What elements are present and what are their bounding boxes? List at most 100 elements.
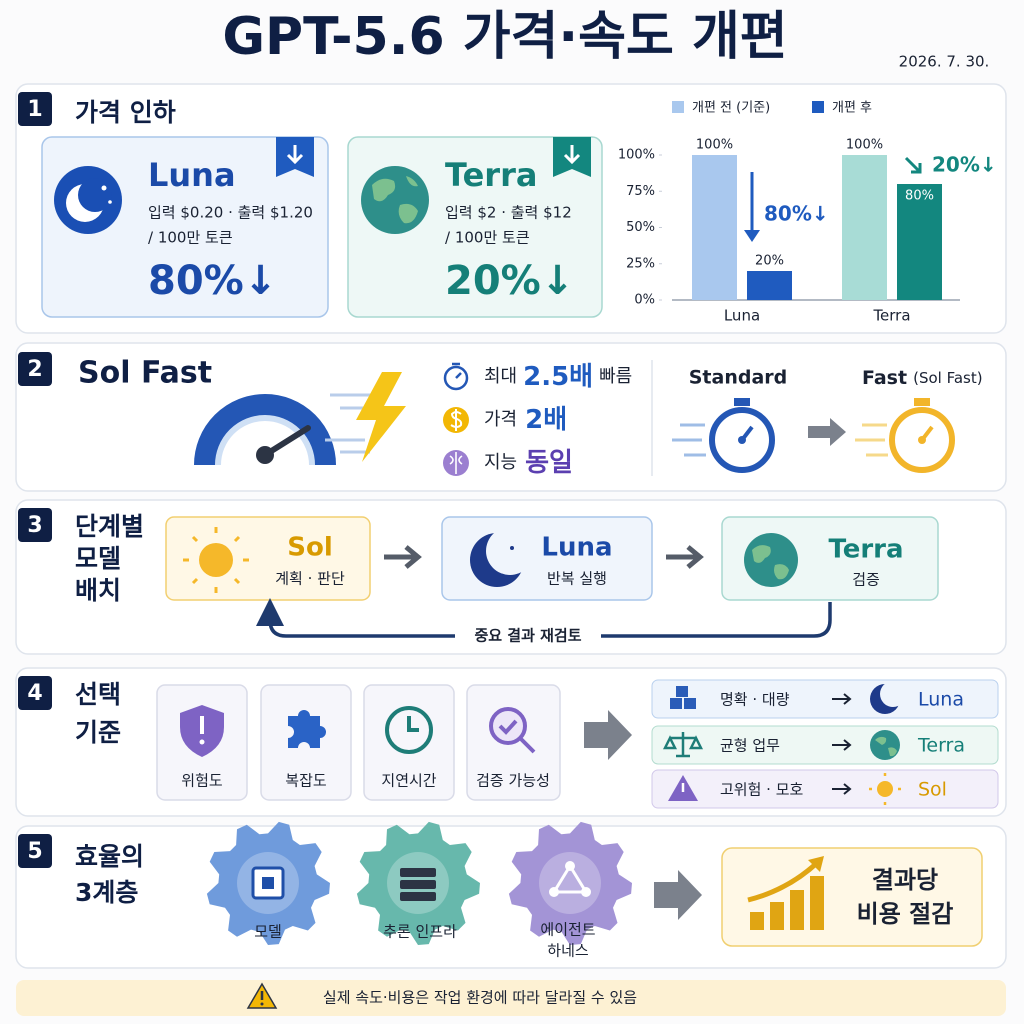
stage-icons <box>183 527 832 638</box>
criteria-icons <box>180 705 632 760</box>
number-badges-part <box>18 676 52 710</box>
growth-icon-part <box>750 912 764 930</box>
moon-icon <box>54 166 122 234</box>
globe-icon-part <box>361 166 429 234</box>
card-name: Luna <box>148 156 236 194</box>
route-icons-part <box>877 781 893 797</box>
fast-note: (Sol Fast) <box>913 369 982 387</box>
route-icons-part <box>870 730 900 760</box>
date: 2026. 7. 30. <box>899 53 990 71</box>
section-title: 가격 인하 <box>75 98 176 127</box>
moon-icon-part <box>108 200 112 204</box>
bar <box>747 271 792 300</box>
criteria-icons-part <box>489 707 527 745</box>
route-model: Sol <box>918 779 947 801</box>
stage-role: 반복 실행 <box>547 570 607 588</box>
number-badges <box>18 92 52 868</box>
section-title: 3계층 <box>75 878 138 907</box>
gauge-icon <box>194 372 406 466</box>
route-model: Terra <box>917 735 965 757</box>
feature-row: 최대 2.5배 빠름 <box>484 362 632 392</box>
gauge-icon-part <box>256 446 274 464</box>
result-text: 비용 절감 <box>857 900 954 928</box>
layer-icons-part <box>581 887 591 897</box>
growth-icon-part <box>810 876 824 930</box>
x-tick-label: Terra <box>872 307 910 325</box>
section-number: 1 <box>27 97 42 122</box>
criteria-cards-part <box>260 684 352 801</box>
legend-label: 개편 전 (기준) <box>692 101 770 116</box>
stopwatch-icons-part <box>914 398 930 406</box>
y-tick-label: 75% <box>626 184 655 199</box>
value-label: 100% <box>846 138 883 153</box>
section-title: 모델 <box>75 544 121 573</box>
stage-icons-part <box>384 545 704 569</box>
globe-icon-part <box>372 176 418 224</box>
gauge-icon-part <box>215 415 315 466</box>
layer-icons-part <box>549 887 559 897</box>
moon-icon-part <box>101 185 107 191</box>
y-tick-label: 25% <box>626 256 655 271</box>
card-cut: 20%↓ <box>445 258 574 304</box>
section-number: 3 <box>27 513 42 538</box>
stopwatch-icons-part <box>855 423 888 457</box>
y-tick-label: 0% <box>634 293 655 308</box>
section-title: 단계별 <box>75 512 144 541</box>
stopwatch-icons-part <box>808 418 846 446</box>
layer-icons-part <box>565 861 575 871</box>
stopwatch-icons-part <box>734 398 750 406</box>
stage-icons-part <box>199 543 233 577</box>
criteria-icons-part <box>498 719 536 754</box>
annotation: 20%↓ <box>932 153 997 177</box>
number-badges-part <box>18 508 52 542</box>
number-badges-part <box>18 834 52 868</box>
stopwatch-icons-part <box>918 436 926 444</box>
down-flag-part <box>563 145 581 165</box>
route-icons <box>662 681 906 805</box>
feature-suffix: 빠름 <box>599 366 632 387</box>
fast-label: Fast (Sol Fast) <box>862 367 983 389</box>
x-tick-label: Luna <box>724 307 760 325</box>
layer-label: 에이전트 <box>540 921 595 939</box>
annotation: 80%↓ <box>764 202 829 226</box>
route-model: Luna <box>918 689 964 711</box>
down-flag-part <box>286 145 304 165</box>
route-case: 균형 업무 <box>720 737 780 755</box>
feature-label: 최대 <box>484 366 517 387</box>
card-cut: 80%↓ <box>148 258 277 304</box>
feature-icons-part <box>452 362 462 379</box>
result-text: 결과당 <box>872 866 938 894</box>
section-title: 효율의 <box>75 842 144 871</box>
layer-icons-part <box>400 880 436 889</box>
number-badges-part <box>18 352 52 386</box>
standard-label: Standard <box>689 367 788 389</box>
route-icons-part <box>875 736 897 757</box>
gauge-icon-part <box>356 372 406 462</box>
value-label: 100% <box>696 138 733 153</box>
stage-icons-part <box>183 527 249 593</box>
stage-name: Sol <box>287 533 333 563</box>
growth-icon-part <box>770 902 784 930</box>
layer-icons-part <box>654 870 702 920</box>
layer-icons-part <box>551 863 589 894</box>
section-title: 선택 <box>75 680 121 709</box>
route-icons-part <box>869 773 901 805</box>
feature-value: 2.5배 <box>523 362 593 392</box>
globe-icon <box>361 166 429 234</box>
layer-icons <box>251 861 702 920</box>
feature-value: 동일 <box>525 448 573 478</box>
route-icons-part <box>832 693 852 795</box>
result-box <box>721 847 983 947</box>
legend-label: 개편 후 <box>832 101 872 116</box>
criteria-icons-part <box>584 710 632 760</box>
route-icons-part <box>670 686 696 709</box>
moon-icon-part <box>78 178 112 212</box>
stopwatch-icons-part <box>672 423 706 457</box>
growth-icon-part <box>790 890 804 930</box>
route-row <box>651 725 999 765</box>
stage-box <box>165 516 371 601</box>
criteria-icons-part <box>288 710 326 748</box>
route-icons-part <box>662 732 704 758</box>
feature-icons <box>443 362 469 476</box>
